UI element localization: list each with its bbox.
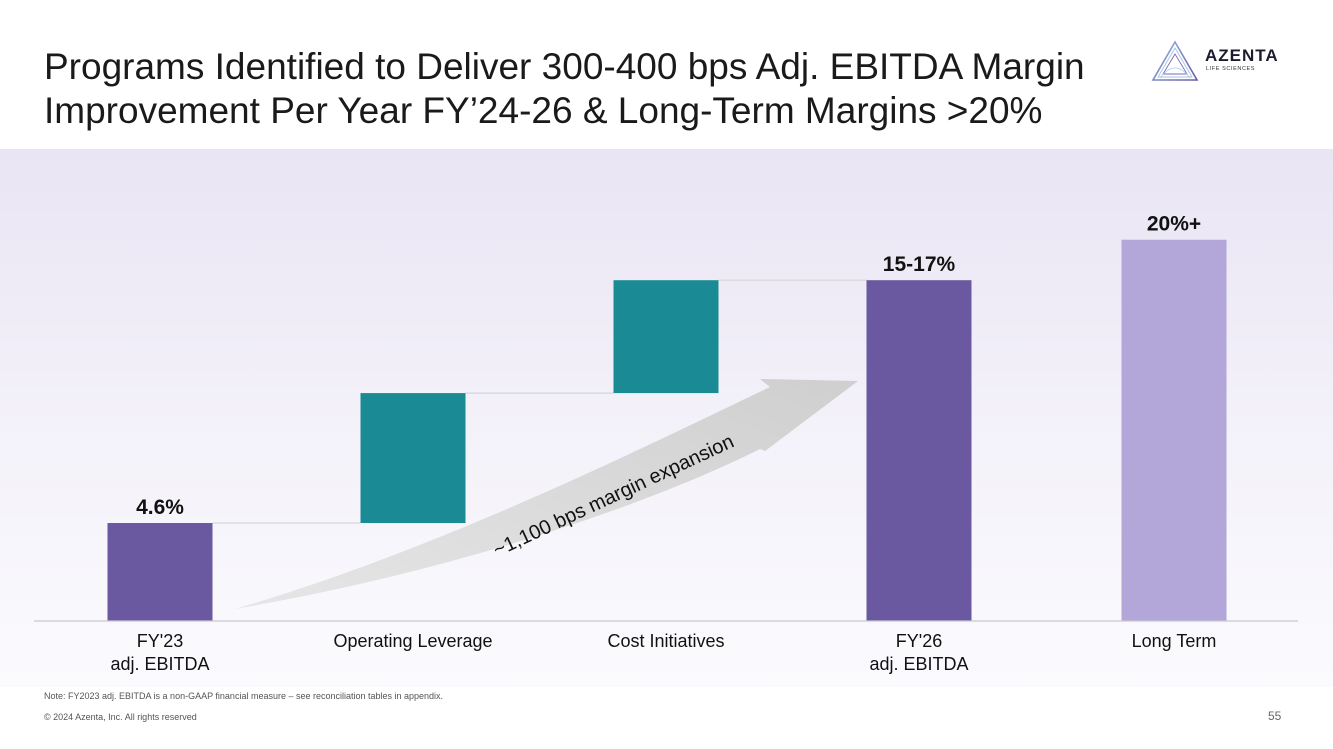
category-label: FY'23 — [137, 631, 183, 651]
bar-3 — [613, 280, 719, 394]
title-line-1: Programs Identified to Deliver 300-400 b… — [44, 46, 1085, 87]
margin-expansion-annotation: ~1,100 bps margin expansion — [490, 430, 738, 561]
category-label-line2: adj. EBITDA — [110, 654, 209, 674]
copyright: © 2024 Azenta, Inc. All rights reserved — [44, 712, 197, 722]
page-number: 55 — [1268, 709, 1282, 723]
logo-wordmark: AZENTA — [1205, 46, 1279, 65]
waterfall-chart: ~1,100 bps margin expansion 4.6% 15-17% 20… — [34, 213, 1298, 674]
bar-2 — [360, 393, 466, 524]
category-label: Long Term — [1132, 631, 1217, 651]
bar-value-label: 20%+ — [1147, 213, 1201, 236]
bar-value-label: 4.6% — [136, 496, 184, 519]
growth-arrow-icon — [235, 379, 858, 609]
logo-tagline: LIFE SCIENCES — [1206, 66, 1256, 72]
title-line-2: Improvement Per Year FY’24-26 & Long-Ter… — [44, 90, 1043, 131]
category-label: Cost Initiatives — [607, 631, 724, 651]
chart-background — [0, 149, 1333, 687]
category-label: FY'26 — [896, 631, 942, 651]
page-title: Programs Identified to Deliver 300-400 b… — [44, 45, 1124, 133]
footnote: Note: FY2023 adj. EBITDA is a non-GAAP f… — [44, 691, 444, 701]
bar-1 — [107, 523, 213, 621]
bar-4 — [866, 280, 972, 621]
bar-5 — [1121, 239, 1227, 621]
bar-value-label: 15-17% — [883, 253, 956, 276]
category-label-line2: adj. EBITDA — [869, 654, 968, 674]
category-label: Operating Leverage — [333, 631, 492, 651]
azenta-logo-icon — [1151, 40, 1199, 81]
